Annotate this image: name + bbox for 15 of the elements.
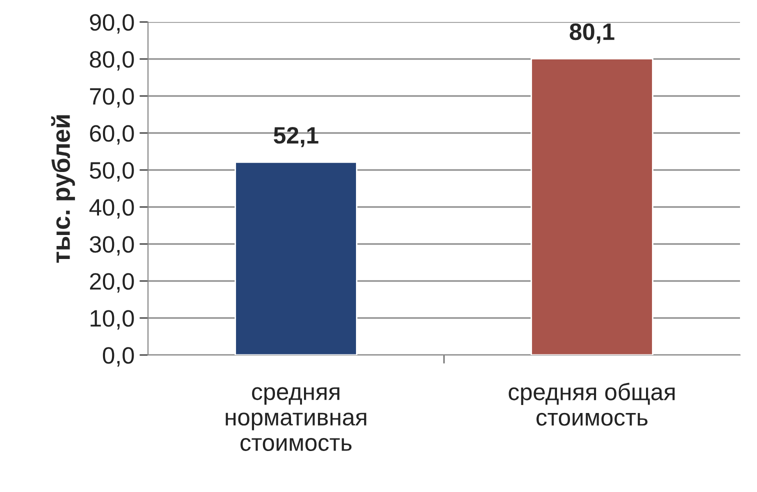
data-label: 52,1	[274, 126, 318, 148]
y-tick-label: 70,0	[90, 88, 134, 108]
y-tick-label: 30,0	[90, 236, 134, 256]
x-tick-label: средняя общая стоимость	[508, 382, 675, 426]
y-tick-label: 60,0	[90, 125, 134, 145]
y-tick-label: 10,0	[90, 310, 134, 330]
y-tick-label: 50,0	[90, 162, 134, 182]
data-label: 80,1	[570, 23, 614, 44]
y-tick-label: 80,0	[90, 51, 134, 71]
y-axis-title: тыс. рублей	[51, 115, 75, 263]
y-tick-label: 40,0	[89, 199, 134, 219]
y-tick-label: 20,0	[90, 273, 134, 293]
y-tick-label: 0,0	[102, 347, 134, 367]
x-tick-label: средняя нормативная стоимость	[226, 387, 366, 451]
y-tick-label: 90,0	[90, 14, 134, 34]
